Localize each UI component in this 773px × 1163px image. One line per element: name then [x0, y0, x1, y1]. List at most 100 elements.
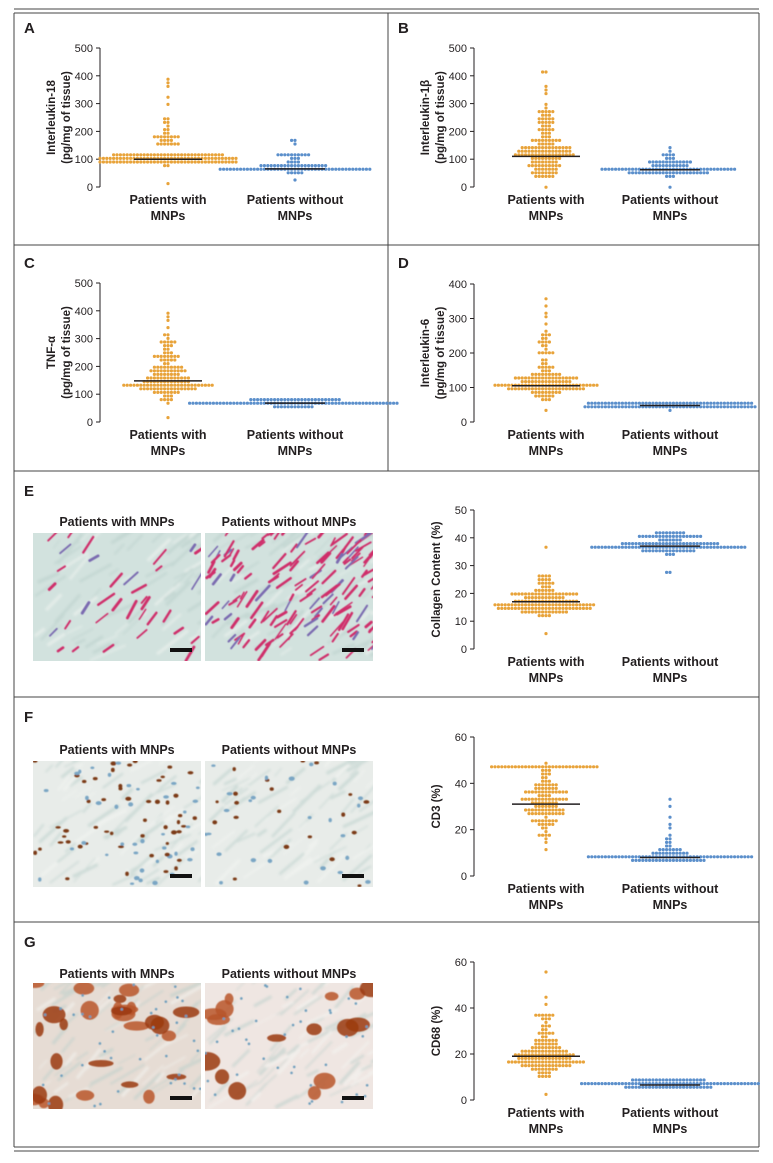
- data-point: [554, 160, 558, 164]
- data-point: [513, 153, 518, 157]
- data-point: [671, 531, 676, 535]
- data-point: [547, 772, 552, 776]
- data-point: [235, 401, 239, 405]
- data-point: [118, 156, 122, 160]
- data-point: [561, 797, 565, 801]
- data-point: [159, 365, 163, 369]
- data-point: [753, 405, 757, 409]
- data-point: [651, 858, 655, 863]
- data-point: [682, 1078, 686, 1082]
- data-point: [169, 369, 173, 373]
- data-point: [571, 603, 575, 607]
- data-point: [617, 545, 621, 549]
- data-point: [537, 592, 541, 596]
- figure-frame: [13, 8, 760, 1152]
- data-point: [166, 128, 170, 132]
- data-point: [631, 858, 635, 863]
- data-point: [166, 362, 170, 366]
- data-point: [614, 855, 618, 859]
- data-point: [163, 117, 167, 121]
- data-point: [245, 167, 249, 171]
- data-point: [537, 120, 541, 124]
- data-point: [705, 855, 710, 859]
- data-point: [551, 156, 555, 160]
- data-point: [544, 336, 548, 340]
- data-point: [571, 376, 575, 380]
- data-point: [668, 149, 672, 153]
- data-point: [590, 401, 594, 405]
- y-axis-unit-label: (pg/mg of tissue): [61, 306, 73, 399]
- data-point: [712, 1082, 716, 1086]
- data-point: [564, 149, 569, 153]
- data-point: [190, 153, 194, 157]
- data-point: [235, 167, 239, 171]
- data-point: [163, 351, 167, 355]
- data-point: [541, 596, 545, 600]
- data-point: [537, 1031, 541, 1035]
- data-point: [534, 394, 538, 398]
- data-point: [544, 70, 548, 74]
- data-point: [129, 156, 133, 160]
- data-point: [166, 326, 170, 330]
- data-point: [644, 542, 648, 546]
- data-point: [564, 146, 569, 150]
- data-point: [547, 794, 552, 798]
- data-point: [561, 812, 565, 816]
- data-point: [561, 592, 565, 596]
- data-point: [746, 855, 750, 859]
- data-point: [617, 855, 621, 859]
- data-point: [551, 606, 555, 611]
- data-point: [551, 387, 555, 391]
- data-point: [564, 1064, 569, 1068]
- x-category-label-line2: MNPs: [529, 209, 564, 223]
- y-tick-label: 400: [75, 306, 93, 318]
- data-point: [517, 387, 521, 391]
- data-point: [534, 174, 538, 178]
- data-point: [541, 336, 545, 340]
- data-point: [218, 401, 222, 405]
- data-point: [750, 405, 754, 409]
- data-point: [524, 606, 528, 611]
- data-point: [500, 765, 504, 769]
- data-point: [671, 401, 676, 405]
- data-point: [648, 534, 652, 539]
- data-point: [115, 156, 119, 160]
- data-point: [685, 542, 689, 546]
- data-point: [544, 833, 548, 837]
- data-point: [699, 534, 703, 539]
- data-point: [176, 365, 180, 369]
- data-point: [537, 1060, 541, 1064]
- data-point: [641, 401, 645, 405]
- data-point: [303, 153, 307, 157]
- data-point: [544, 1028, 548, 1032]
- data-point: [571, 606, 575, 611]
- data-point: [631, 401, 635, 405]
- data-point: [541, 146, 545, 150]
- data-point: [493, 383, 497, 387]
- data-point: [682, 401, 686, 405]
- data-point: [726, 1082, 730, 1086]
- data-point: [620, 401, 625, 405]
- data-point: [530, 808, 535, 812]
- y-axis-label: Collagen Content (%): [431, 521, 443, 637]
- data-point: [544, 995, 548, 999]
- data-point: [641, 858, 645, 863]
- data-point: [554, 138, 558, 142]
- data-point: [668, 164, 672, 168]
- data-point: [534, 610, 538, 614]
- data-point: [593, 401, 597, 405]
- data-point: [668, 837, 672, 841]
- data-point: [544, 1042, 548, 1046]
- data-point: [520, 610, 524, 614]
- img-caption-f-without: Patients without MNPs: [222, 743, 357, 757]
- data-point: [620, 542, 625, 546]
- data-point: [651, 851, 655, 855]
- data-point: [163, 372, 167, 376]
- data-point: [699, 858, 703, 863]
- data-point: [547, 138, 552, 142]
- series-with-mnps: [493, 545, 596, 636]
- data-point: [537, 822, 541, 827]
- data-point: [173, 372, 177, 376]
- data-point: [503, 383, 507, 387]
